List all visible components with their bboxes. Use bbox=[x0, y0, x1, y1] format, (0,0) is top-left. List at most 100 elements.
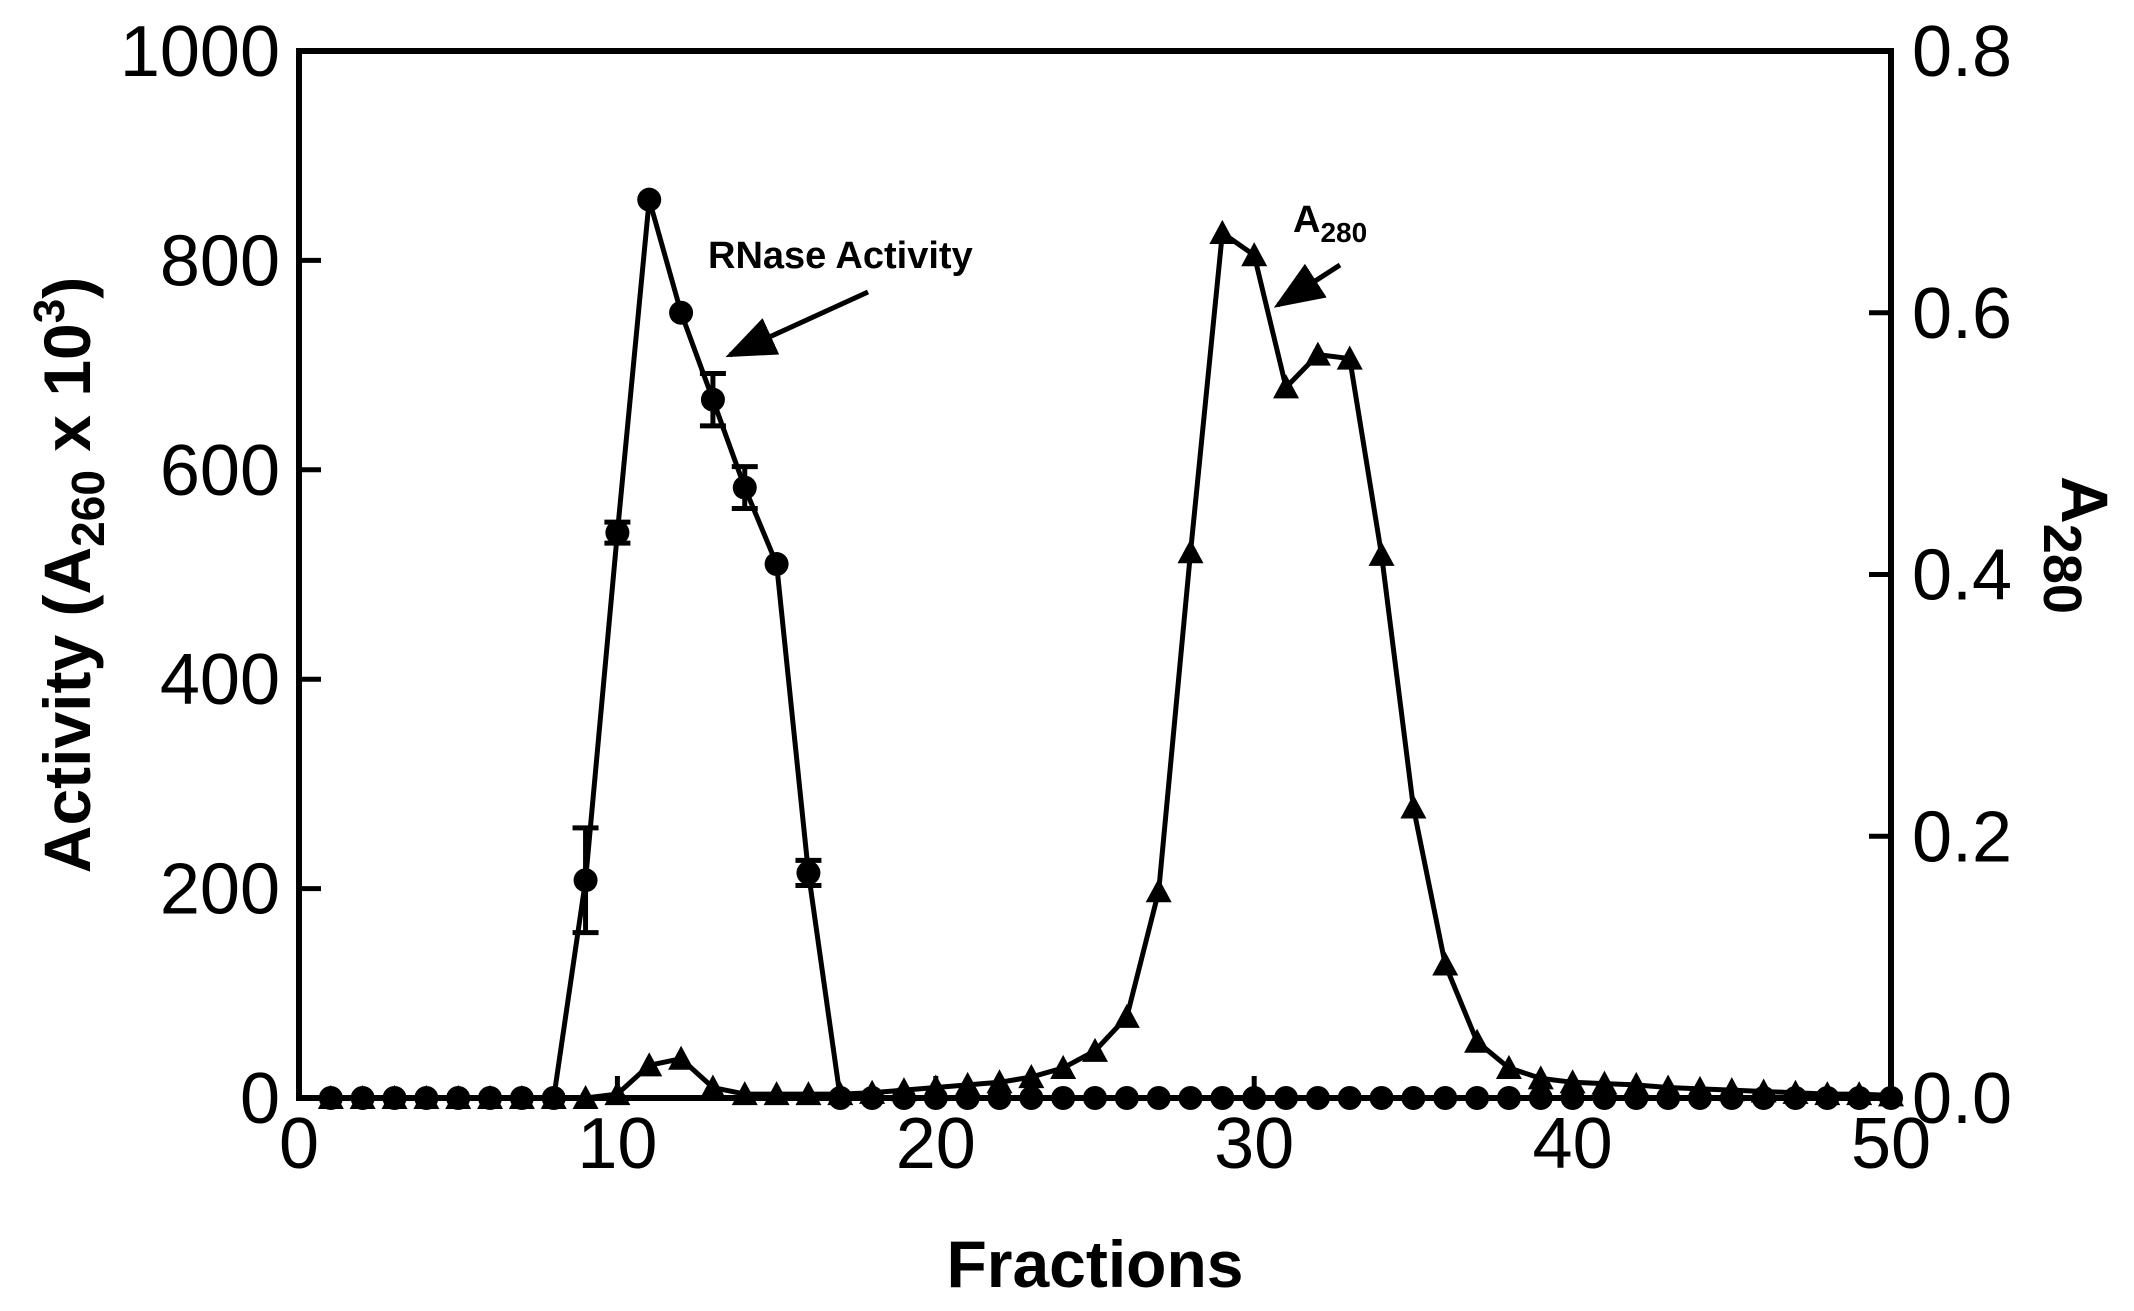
a280-point bbox=[859, 1079, 886, 1104]
rnase-point bbox=[1178, 1086, 1203, 1110]
rnase-point bbox=[1528, 1086, 1553, 1110]
a280-point bbox=[1718, 1077, 1745, 1102]
left-y-tick-label: 200 bbox=[160, 850, 280, 930]
a280-point bbox=[699, 1074, 726, 1099]
left-y-tick-label: 1000 bbox=[120, 12, 280, 92]
rnase-point bbox=[1369, 1086, 1394, 1110]
a280-point bbox=[668, 1045, 695, 1070]
a280-point bbox=[1050, 1054, 1077, 1079]
left-y-tick-label: 0 bbox=[240, 1059, 280, 1139]
a280-point bbox=[572, 1085, 599, 1110]
a280-point bbox=[954, 1071, 981, 1096]
rnase-line bbox=[330, 197, 1891, 1101]
rnase-point bbox=[1019, 1086, 1044, 1110]
left-y-axis-tick-labels: 0 200 400 600 800 1000 bbox=[120, 12, 280, 1139]
a280-point bbox=[1304, 341, 1331, 366]
a280-point bbox=[1750, 1078, 1777, 1103]
a280-point bbox=[1686, 1075, 1713, 1100]
a280-point bbox=[827, 1081, 854, 1106]
a280-point bbox=[1527, 1065, 1554, 1090]
right-y-tick-label: 0.0 bbox=[1912, 1059, 2012, 1139]
a280-point bbox=[1464, 1028, 1491, 1053]
a280-point bbox=[986, 1069, 1013, 1094]
a280-point bbox=[1336, 345, 1363, 370]
svg-text:RNase Activity: RNase Activity bbox=[708, 235, 973, 277]
a280-point bbox=[1782, 1079, 1809, 1104]
rnase-point bbox=[573, 868, 598, 893]
a280-point bbox=[890, 1077, 917, 1102]
right-y-axis-ticks bbox=[1869, 48, 1891, 1101]
rnase-point bbox=[732, 475, 757, 500]
a280-point bbox=[1655, 1074, 1682, 1099]
rnase-point bbox=[1210, 1086, 1235, 1110]
a280-point bbox=[1145, 878, 1172, 903]
rnase-point bbox=[764, 552, 789, 577]
x-tick-label: 30 bbox=[1214, 1104, 1294, 1184]
a280-point bbox=[1559, 1069, 1586, 1094]
right-y-tick-label: 0.4 bbox=[1912, 536, 2012, 616]
a280-point bbox=[349, 1085, 376, 1110]
rnase-point bbox=[1274, 1086, 1299, 1110]
rnase-point bbox=[1242, 1086, 1267, 1110]
a280-point bbox=[1878, 1082, 1904, 1107]
a280-point bbox=[1273, 374, 1300, 399]
rnase-point bbox=[1465, 1086, 1490, 1110]
series-rnase-activity bbox=[318, 187, 1903, 1110]
rnase-point bbox=[1496, 1086, 1521, 1110]
a280-point bbox=[1432, 951, 1459, 976]
x-tick-label: 50 bbox=[1851, 1104, 1931, 1184]
x-tick-label: 40 bbox=[1533, 1104, 1613, 1184]
a280-point bbox=[540, 1085, 567, 1110]
plot-frame bbox=[296, 48, 1894, 1101]
a280-point bbox=[445, 1085, 472, 1110]
right-y-axis-tick-labels: 0.0 0.2 0.4 0.6 0.8 bbox=[1912, 12, 2012, 1139]
left-y-axis-title: Activity (A260 x 103) bbox=[25, 277, 114, 873]
a280-point bbox=[1400, 794, 1427, 819]
a280-point bbox=[1018, 1064, 1045, 1089]
rnase-point bbox=[796, 860, 821, 885]
x-tick-label: 0 bbox=[279, 1104, 319, 1184]
rnase-point bbox=[1305, 1086, 1330, 1110]
a280-point bbox=[413, 1085, 440, 1110]
rnase-point bbox=[1337, 1086, 1362, 1110]
a280-point bbox=[795, 1081, 822, 1106]
a280-point bbox=[1209, 219, 1236, 244]
rnase-point bbox=[1401, 1086, 1426, 1110]
a280-line bbox=[330, 230, 1892, 1101]
a280-point bbox=[381, 1085, 408, 1110]
a280-point bbox=[1495, 1054, 1522, 1079]
a280-point bbox=[1368, 541, 1395, 566]
a280-point bbox=[1082, 1037, 1108, 1062]
rnase-point bbox=[605, 520, 630, 545]
a280-point bbox=[1814, 1081, 1841, 1106]
a280-point bbox=[636, 1052, 663, 1077]
a280-point bbox=[1241, 242, 1268, 267]
right-y-axis-title: A280 bbox=[2032, 476, 2122, 614]
left-y-tick-label: 600 bbox=[160, 431, 280, 511]
x-tick-label: 10 bbox=[577, 1104, 657, 1184]
right-y-tick-label: 0.6 bbox=[1912, 274, 2012, 354]
a280-point bbox=[317, 1085, 344, 1110]
rnase-point bbox=[1051, 1086, 1076, 1110]
annotation-arrow bbox=[1273, 262, 1342, 308]
a280-point bbox=[1177, 539, 1204, 564]
rnase-point bbox=[700, 387, 725, 412]
annotation-arrow bbox=[725, 289, 870, 358]
rnase-point bbox=[1433, 1086, 1458, 1110]
a280-point bbox=[1591, 1070, 1618, 1095]
a280-point bbox=[763, 1081, 790, 1106]
right-y-tick-label: 0.8 bbox=[1912, 12, 2012, 92]
a280-point bbox=[922, 1074, 949, 1099]
svg-text:A280: A280 bbox=[1293, 199, 1367, 248]
rnase-point bbox=[669, 300, 694, 325]
a280-point bbox=[731, 1081, 758, 1106]
left-y-axis-ticks bbox=[299, 48, 321, 1101]
left-y-tick-label: 400 bbox=[160, 640, 280, 720]
right-y-tick-label: 0.2 bbox=[1912, 797, 2012, 877]
annotation-rnase-activity: RNase Activity bbox=[708, 235, 973, 358]
a280-point bbox=[508, 1085, 535, 1110]
annotation-a280: A280 bbox=[1273, 199, 1367, 308]
rnase-point bbox=[1114, 1086, 1139, 1110]
a280-point bbox=[477, 1085, 504, 1110]
